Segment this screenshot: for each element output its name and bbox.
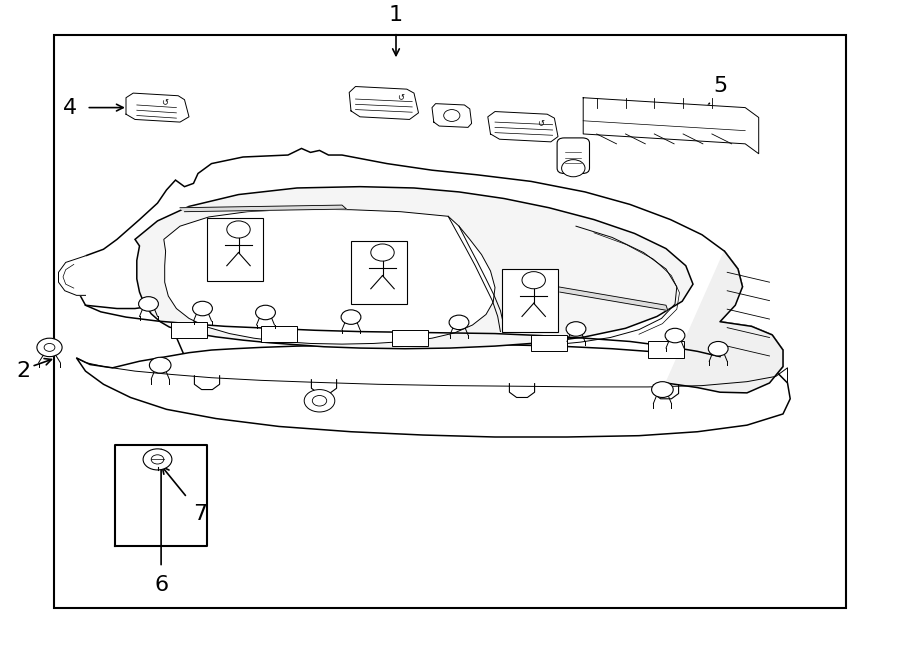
Circle shape xyxy=(652,381,673,397)
Polygon shape xyxy=(349,87,418,120)
Circle shape xyxy=(562,160,585,176)
Circle shape xyxy=(665,329,685,343)
Circle shape xyxy=(193,301,212,316)
Text: 2: 2 xyxy=(16,361,31,381)
Circle shape xyxy=(708,342,728,356)
Circle shape xyxy=(139,297,158,311)
Polygon shape xyxy=(72,149,783,393)
FancyBboxPatch shape xyxy=(557,138,590,173)
Circle shape xyxy=(522,272,545,289)
Polygon shape xyxy=(76,345,790,437)
Bar xyxy=(648,342,684,358)
Polygon shape xyxy=(558,287,668,311)
Bar xyxy=(171,322,207,338)
Polygon shape xyxy=(126,93,189,122)
Circle shape xyxy=(371,244,394,261)
Circle shape xyxy=(256,305,275,320)
Circle shape xyxy=(149,358,171,373)
Polygon shape xyxy=(666,251,783,393)
Text: 4: 4 xyxy=(63,98,77,118)
Text: ↺: ↺ xyxy=(397,93,404,102)
Circle shape xyxy=(444,110,460,122)
Circle shape xyxy=(312,395,327,406)
Text: 6: 6 xyxy=(154,575,168,596)
Bar xyxy=(531,335,567,352)
Bar xyxy=(207,218,263,281)
Bar xyxy=(261,326,297,342)
Circle shape xyxy=(341,310,361,325)
Circle shape xyxy=(304,389,335,412)
Circle shape xyxy=(151,455,164,464)
Polygon shape xyxy=(164,209,495,344)
Polygon shape xyxy=(583,98,759,154)
Text: 5: 5 xyxy=(714,76,728,96)
Bar xyxy=(351,241,407,304)
Polygon shape xyxy=(488,112,558,142)
Polygon shape xyxy=(58,256,86,295)
Bar xyxy=(502,269,558,332)
Bar xyxy=(54,35,846,608)
Circle shape xyxy=(44,344,55,352)
Text: 3: 3 xyxy=(232,303,247,323)
Circle shape xyxy=(566,322,586,336)
Polygon shape xyxy=(432,104,472,128)
Text: 7: 7 xyxy=(194,504,208,524)
Text: ↺: ↺ xyxy=(161,98,168,107)
Bar xyxy=(392,330,428,346)
Circle shape xyxy=(37,338,62,357)
Circle shape xyxy=(449,315,469,330)
Text: 1: 1 xyxy=(389,5,403,25)
Polygon shape xyxy=(180,205,346,212)
Text: ↺: ↺ xyxy=(537,119,544,128)
Polygon shape xyxy=(135,186,693,349)
Circle shape xyxy=(227,221,250,238)
Circle shape xyxy=(143,449,172,470)
